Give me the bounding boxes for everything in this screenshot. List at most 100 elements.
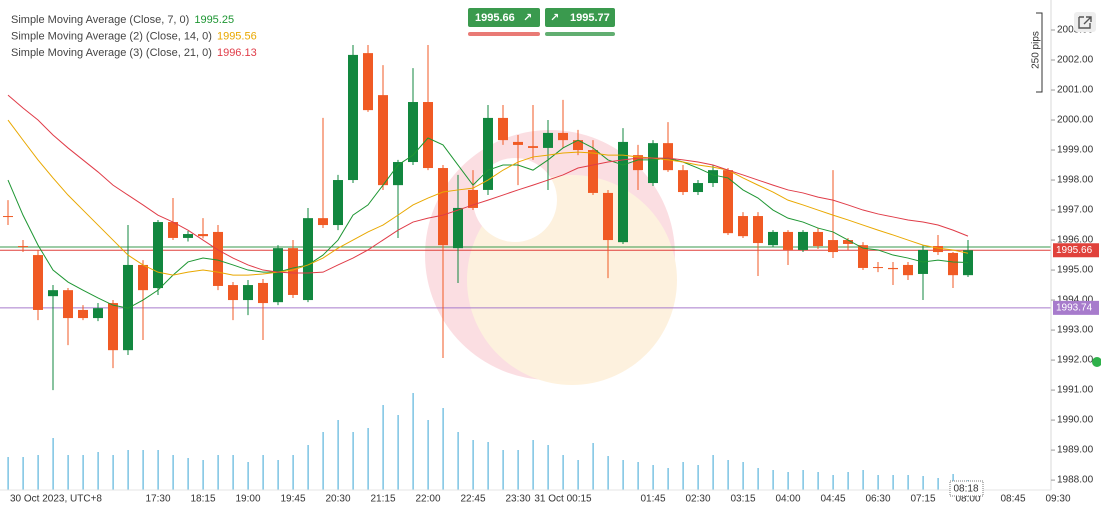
status-dot xyxy=(1092,357,1101,367)
volume-bar xyxy=(367,428,369,490)
volume-bar xyxy=(427,420,429,490)
volume-bar xyxy=(217,455,219,490)
candle-body xyxy=(93,308,103,319)
candle-body xyxy=(78,309,88,319)
volume-bar xyxy=(802,470,804,490)
candle-body xyxy=(438,168,448,246)
candle-body xyxy=(393,162,403,186)
volume-bar xyxy=(832,475,834,490)
volume-bar xyxy=(352,432,354,490)
x-tick-label: 08:45 xyxy=(1000,494,1025,505)
volume-bar xyxy=(232,455,234,490)
volume-bar xyxy=(337,420,339,490)
x-tick-label: 30 Oct 2023, UTC+8 xyxy=(10,494,102,505)
candle-body xyxy=(123,264,133,351)
sell-button[interactable]: 1995.66 ↗ xyxy=(468,8,540,27)
legend-label: Simple Moving Average (2) (Close, 14, 0) xyxy=(11,30,212,42)
candle-body xyxy=(903,264,913,276)
candle-body xyxy=(933,246,943,253)
x-tick-label: 19:45 xyxy=(280,494,305,505)
volume-bar xyxy=(517,450,519,490)
volume-bar xyxy=(487,442,489,490)
candle-body xyxy=(48,290,58,297)
candle-body xyxy=(108,303,118,351)
volume-bar xyxy=(547,445,549,490)
volume-bar xyxy=(67,455,69,490)
volume-bar xyxy=(397,415,399,490)
price-label-box xyxy=(1053,300,1099,315)
candle-body xyxy=(693,183,703,193)
volume-bar xyxy=(82,455,84,490)
candle-layer xyxy=(3,45,973,391)
candle-body xyxy=(483,117,493,190)
volume-bar xyxy=(157,450,159,490)
candle-body xyxy=(288,248,298,295)
volume-bar xyxy=(937,478,939,490)
candle-body xyxy=(618,141,628,243)
candle-body xyxy=(18,246,28,248)
candle-body xyxy=(738,216,748,237)
candle-body xyxy=(423,102,433,169)
volume-bar xyxy=(592,443,594,490)
x-tick-label: 06:30 xyxy=(865,494,890,505)
y-tick-label: 2001.00 xyxy=(1057,85,1094,96)
volume-bar xyxy=(772,470,774,490)
cursor-time-box xyxy=(949,480,984,497)
volume-bar xyxy=(892,475,894,490)
candle-body xyxy=(378,95,388,186)
candle-body xyxy=(528,146,538,148)
candle-body xyxy=(798,231,808,250)
candle-body xyxy=(333,180,343,226)
ma-layer xyxy=(7,94,969,309)
volume-bar xyxy=(142,450,144,490)
y-tick-label: 1995.00 xyxy=(1057,265,1094,276)
volume-bar xyxy=(202,460,204,490)
volume-bar xyxy=(262,455,264,490)
volume-bar xyxy=(457,432,459,490)
y-tick-label: 1996.00 xyxy=(1057,235,1094,246)
volume-bar xyxy=(532,440,534,490)
buy-icon: ↗ xyxy=(550,12,559,24)
volume-bar xyxy=(52,438,54,490)
x-tick-label: 18:15 xyxy=(190,494,215,505)
popout-icon[interactable] xyxy=(1074,12,1096,32)
candle-body xyxy=(213,231,223,286)
volume-bar xyxy=(172,455,174,490)
volume-bar xyxy=(697,465,699,490)
y-tick-label: 1999.00 xyxy=(1057,145,1094,156)
candle-body xyxy=(363,53,373,111)
candle-body xyxy=(873,267,883,269)
volume-bar xyxy=(277,460,279,490)
candle-body xyxy=(753,216,763,244)
candle-body xyxy=(303,218,313,301)
volume-bar xyxy=(757,468,759,490)
y-tick-label: 1997.00 xyxy=(1057,205,1094,216)
volume-bar xyxy=(502,450,504,490)
x-tick-label: 03:15 xyxy=(730,494,755,505)
volume-bar xyxy=(652,465,654,490)
price-label: 1993.74 xyxy=(1056,303,1093,314)
volume-layer xyxy=(7,393,969,490)
volume-bar xyxy=(112,455,114,490)
volume-bar xyxy=(307,445,309,490)
candle-body xyxy=(573,140,583,151)
volume-bar xyxy=(7,457,9,490)
candle-body xyxy=(228,285,238,301)
candle-body xyxy=(318,218,328,226)
candle-body xyxy=(153,222,163,289)
candle-body xyxy=(663,143,673,171)
volume-bar xyxy=(382,405,384,490)
candle-body xyxy=(843,240,853,244)
legend-label: Simple Moving Average (3) (Close, 21, 0) xyxy=(11,47,212,59)
candle-body xyxy=(198,234,208,237)
volume-bar xyxy=(442,408,444,490)
volume-bar xyxy=(322,432,324,490)
buy-bar xyxy=(545,32,615,36)
candle-body xyxy=(963,250,973,276)
x-tick-label: 08:00 xyxy=(955,494,980,505)
buy-button[interactable]: ↗ 1995.77 xyxy=(545,8,615,27)
candle-body xyxy=(723,170,733,234)
candle-body xyxy=(948,252,958,276)
volume-bar xyxy=(577,460,579,490)
volume-bar xyxy=(37,455,39,490)
